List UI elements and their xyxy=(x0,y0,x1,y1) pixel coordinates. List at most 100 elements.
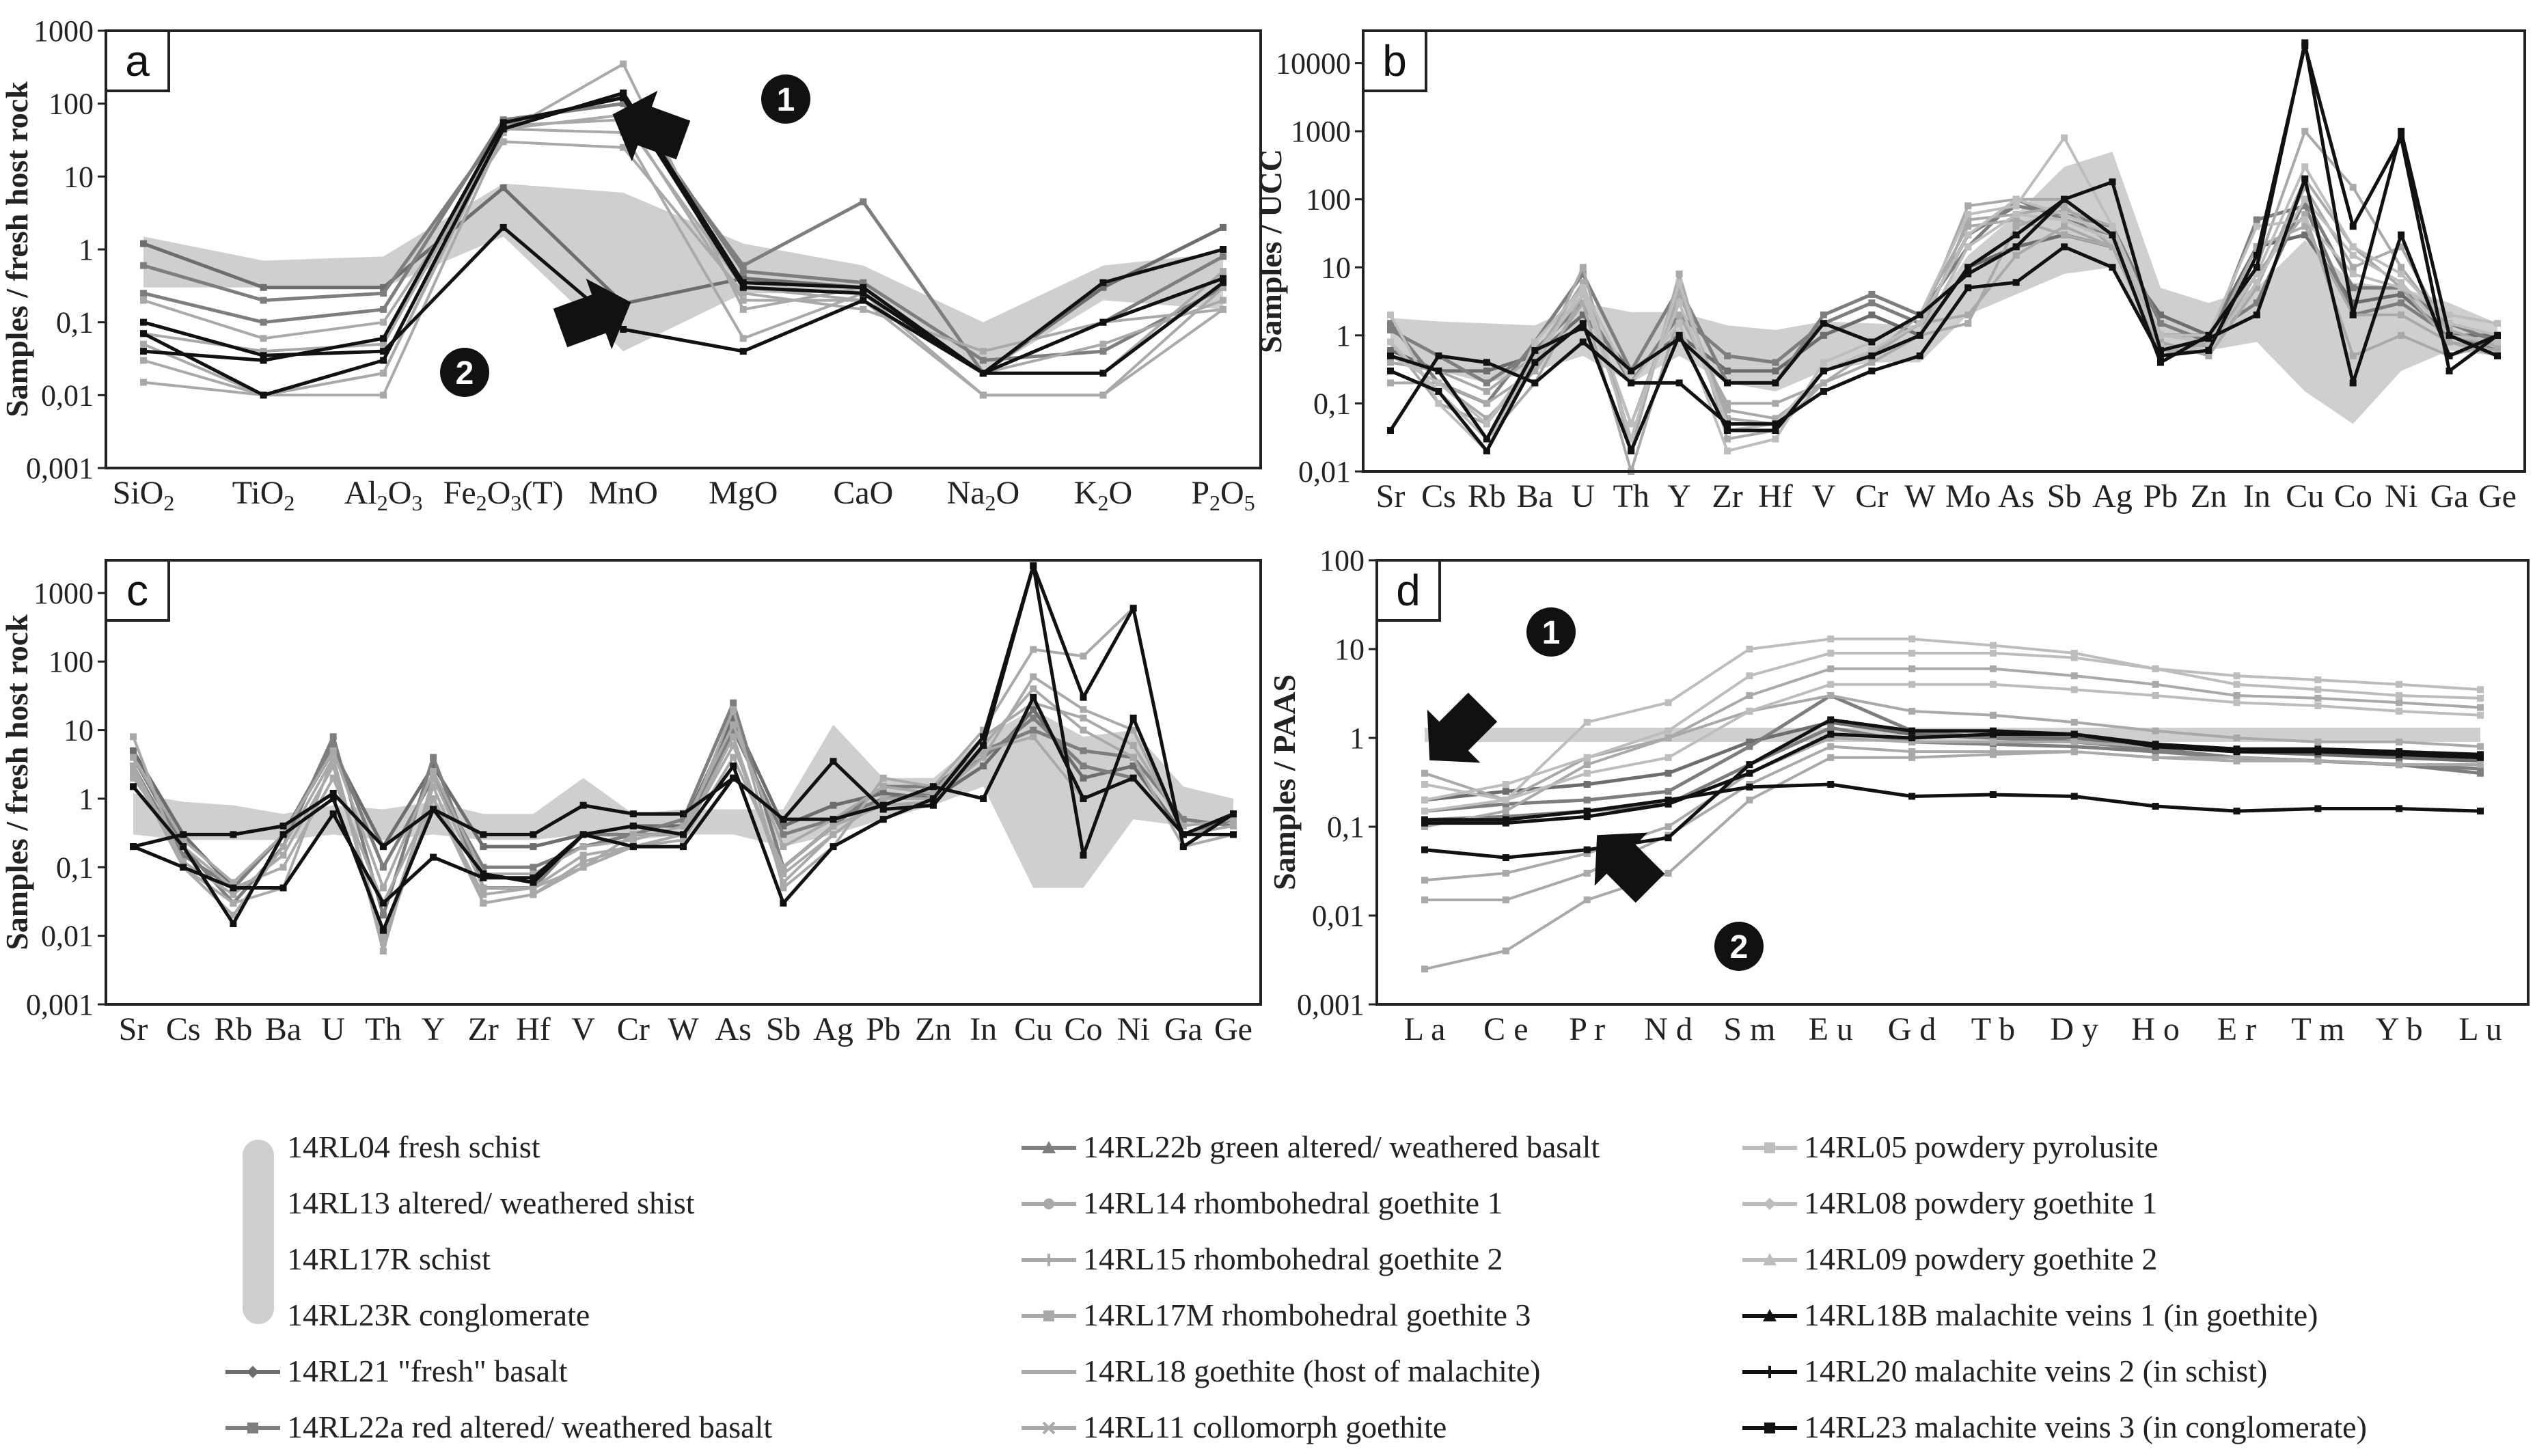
data-point xyxy=(1579,279,1587,286)
data-point xyxy=(329,747,337,754)
x-tick-label: Sr xyxy=(119,1011,148,1047)
legend-marker xyxy=(1042,1421,1056,1435)
data-point xyxy=(1664,769,1672,777)
data-point xyxy=(1583,808,1591,815)
data-point xyxy=(980,795,987,802)
y-tick-label: 10000 xyxy=(1276,47,1351,81)
data-point xyxy=(130,763,137,770)
data-point xyxy=(279,843,287,851)
data-point xyxy=(499,125,507,133)
data-point xyxy=(2253,311,2260,318)
x-tick-label: Co xyxy=(1064,1011,1102,1047)
data-point xyxy=(2396,707,2403,715)
data-point xyxy=(1908,754,1916,761)
series-line-6 xyxy=(1424,667,2481,828)
data-point xyxy=(499,223,507,231)
data-point xyxy=(430,768,437,775)
data-point xyxy=(2152,691,2159,699)
data-point xyxy=(379,932,387,939)
panel-letter: b xyxy=(1382,36,1407,85)
data-point xyxy=(380,370,387,377)
data-point xyxy=(730,714,737,722)
data-point xyxy=(130,768,137,775)
data-point xyxy=(730,774,737,782)
data-point xyxy=(1724,427,1731,435)
legend-label: 14RL17R schist xyxy=(287,1241,491,1276)
legend-marker xyxy=(1763,1309,1777,1321)
data-point xyxy=(430,853,437,861)
x-tick-label: As xyxy=(1998,478,2034,514)
x-tick-label: Hf xyxy=(1758,478,1793,514)
data-point xyxy=(1772,415,1779,422)
data-point xyxy=(329,774,337,782)
annotation-number: 1 xyxy=(1542,615,1561,651)
data-point xyxy=(2156,359,2164,366)
data-point xyxy=(1916,331,1923,339)
data-point xyxy=(730,699,737,706)
data-point xyxy=(2445,331,2453,339)
data-point xyxy=(2494,352,2501,359)
data-point xyxy=(1099,318,1107,326)
data-point xyxy=(830,801,837,809)
data-point xyxy=(1030,693,1037,701)
data-point xyxy=(780,831,787,838)
x-tick-label: Ga xyxy=(1164,1011,1203,1047)
data-point xyxy=(1080,714,1087,722)
data-point xyxy=(1099,348,1107,355)
data-point xyxy=(140,240,147,247)
arrow-shape xyxy=(553,278,631,350)
data-point xyxy=(2109,231,2116,238)
data-point xyxy=(879,783,887,791)
legend-marker xyxy=(1043,1310,1054,1321)
data-point xyxy=(140,318,147,326)
x-tick-label: U xyxy=(321,1011,345,1047)
data-point xyxy=(130,774,137,782)
data-point xyxy=(780,870,787,878)
data-point xyxy=(739,262,747,269)
data-point xyxy=(1230,810,1237,818)
data-point xyxy=(1483,379,1490,387)
data-point xyxy=(2152,803,2159,810)
data-point xyxy=(1220,268,1227,275)
data-point xyxy=(2152,748,2159,756)
data-point xyxy=(1080,653,1087,660)
data-point xyxy=(2396,751,2403,758)
data-point xyxy=(1030,733,1037,741)
x-tick-label: T m xyxy=(2291,1011,2344,1047)
data-point xyxy=(1820,320,1827,327)
data-point xyxy=(2070,734,2078,741)
x-tick-label: S m xyxy=(1723,1011,1775,1047)
data-point xyxy=(130,783,137,791)
data-point xyxy=(1080,763,1087,770)
data-point xyxy=(929,795,937,802)
data-point xyxy=(1820,387,1827,395)
y-axis-title: Samples / fresh host rock xyxy=(0,81,34,417)
arrow-shape xyxy=(1594,832,1665,903)
data-point xyxy=(860,198,867,206)
legend-label: 14RL14 rhombohedral goethite 1 xyxy=(1083,1185,1503,1220)
panel-letter-box xyxy=(105,29,170,92)
data-point xyxy=(1129,605,1137,612)
legend: 14RL04 fresh schist 14RL13 altered/ weath… xyxy=(225,1129,2367,1444)
data-point xyxy=(2152,665,2159,672)
data-point xyxy=(379,947,387,954)
data-point xyxy=(879,789,887,797)
x-tick-label: Cr xyxy=(617,1011,650,1047)
data-point xyxy=(2477,711,2484,719)
x-tick-label: Hf xyxy=(516,1011,551,1047)
annotation-arrow xyxy=(612,90,691,162)
data-point xyxy=(2233,748,2241,756)
data-point xyxy=(140,357,147,364)
data-point xyxy=(260,392,267,399)
y-tick-label: 0,1 xyxy=(56,306,94,340)
data-point xyxy=(980,733,987,741)
x-tick-label: V xyxy=(1812,478,1836,514)
data-point xyxy=(2012,279,2020,286)
data-point xyxy=(1675,335,1683,342)
data-point xyxy=(1675,284,1683,292)
data-point xyxy=(180,851,187,859)
data-point xyxy=(2012,251,2020,259)
data-point xyxy=(2233,672,2241,680)
x-tick-label: Ba xyxy=(265,1011,301,1047)
data-point xyxy=(620,90,627,97)
